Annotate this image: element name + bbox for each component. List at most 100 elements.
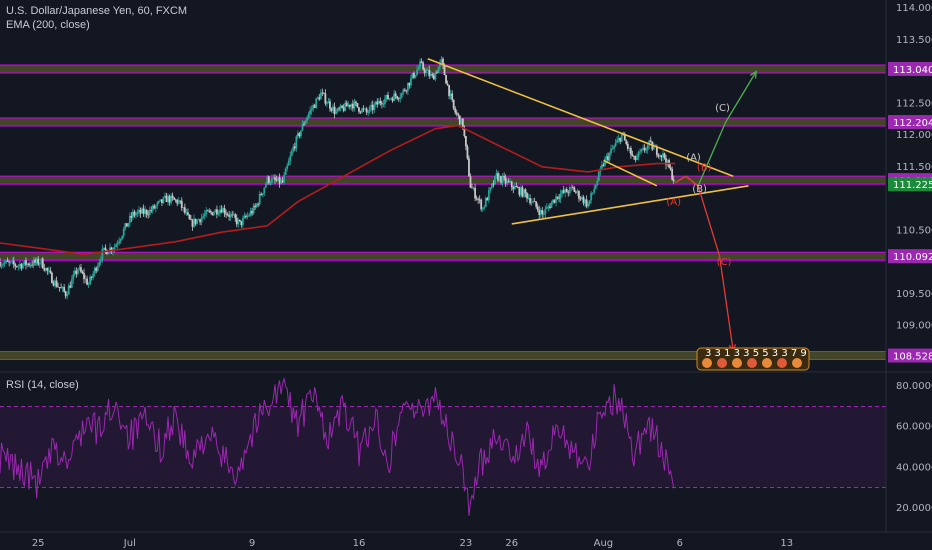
candle-body	[659, 155, 661, 157]
candle-body	[345, 102, 348, 107]
candle-body	[98, 261, 101, 266]
candle-body	[173, 197, 176, 200]
candle-body	[466, 146, 469, 159]
candle-body	[385, 94, 388, 99]
candle-body	[397, 98, 400, 100]
wave-label: (C)	[715, 103, 730, 114]
event-markers[interactable]: 3 3 1 3 3 5 5 3 3 7 9	[696, 347, 810, 371]
candle-body	[339, 105, 342, 110]
candle-body	[113, 246, 116, 250]
candle-body	[118, 241, 121, 244]
candle-body	[497, 173, 499, 181]
candle-body	[558, 197, 560, 199]
price-tick-label: 112.000	[896, 130, 932, 141]
candle-body	[568, 187, 571, 194]
candle-body	[483, 206, 486, 208]
candle-body	[31, 264, 33, 266]
candle-body	[590, 192, 593, 201]
candle-body	[387, 94, 389, 100]
wave-label: (A)	[686, 152, 701, 163]
candle-body	[348, 104, 351, 107]
candle-body	[296, 133, 299, 137]
candle-body	[576, 191, 579, 193]
time-tick-label: 26	[505, 538, 518, 549]
candle-body	[34, 259, 37, 263]
candle-body	[290, 151, 293, 156]
candle-body	[396, 96, 399, 99]
event-flag-icon	[732, 358, 742, 368]
symbol-legend[interactable]: U.S. Dollar/Japanese Yen, 60, FXCM EMA (…	[6, 4, 187, 32]
candle-body	[89, 276, 92, 285]
last-price-label: 111.225	[893, 180, 932, 191]
symbol-title[interactable]: U.S. Dollar/Japanese Yen, 60, FXCM	[6, 5, 187, 17]
candle-body	[22, 264, 24, 269]
candle-body	[494, 175, 496, 185]
candle-body	[104, 247, 107, 251]
ema-indicator-label[interactable]: EMA (200, close)	[6, 19, 90, 31]
candle-body	[344, 102, 347, 111]
candle-body	[289, 155, 292, 161]
candle-body	[138, 209, 140, 213]
candle-body	[190, 219, 192, 220]
candle-body	[70, 279, 73, 288]
candle-body	[25, 260, 27, 266]
rsi-tick-label: 20.0000	[896, 503, 932, 514]
candle-body	[379, 100, 382, 104]
candle-body	[541, 210, 544, 215]
ema-line	[0, 124, 676, 256]
candle-body	[454, 108, 457, 113]
candle-body	[500, 176, 502, 183]
rsi-indicator-label[interactable]: RSI (14, close)	[6, 379, 79, 391]
rsi-legend[interactable]: RSI (14, close)	[6, 378, 79, 392]
candle-body	[194, 218, 197, 224]
candle-body	[258, 194, 261, 205]
candle-body	[394, 93, 397, 97]
candle-body	[359, 111, 362, 113]
price-axis[interactable]: 114.000 113.500 112.500 112.000 111.500 110.5…	[888, 3, 932, 514]
candle-body	[336, 108, 339, 112]
candle-body	[93, 267, 96, 274]
time-axis[interactable]: 25 Jul 9 16 23 26 Aug 6 13	[32, 538, 793, 549]
candle-body	[249, 211, 252, 216]
candle-body	[106, 250, 108, 255]
candle-body	[60, 287, 63, 289]
candle-body	[280, 180, 282, 184]
candle-body	[350, 103, 353, 107]
candle-body	[26, 263, 29, 266]
candle-body	[468, 158, 470, 177]
rsi-tick-label: 80.0000	[896, 381, 932, 392]
candle-body	[90, 276, 93, 278]
price-tick-label: 112.500	[896, 98, 932, 109]
candle-body	[110, 247, 113, 252]
candle-body	[115, 244, 117, 247]
candle-body	[312, 105, 315, 110]
candle-body	[186, 212, 189, 215]
candle-body	[125, 223, 128, 227]
candle-body	[625, 140, 628, 145]
candle-body	[607, 156, 609, 161]
candle-body	[154, 205, 157, 209]
candle-body	[170, 195, 172, 203]
candle-body	[594, 185, 597, 189]
candle-body	[471, 187, 473, 189]
candle-body	[263, 187, 266, 194]
level-price-label: 113.040	[893, 65, 932, 76]
candle-body	[205, 210, 208, 215]
candle-body	[581, 196, 583, 200]
candle-body	[390, 98, 392, 100]
candle-body	[364, 108, 366, 110]
candle-body	[636, 156, 638, 160]
candle-body	[199, 219, 202, 223]
candle-body	[78, 267, 81, 270]
candle-body	[593, 188, 596, 193]
candle-body	[406, 82, 409, 91]
candle-body	[542, 214, 545, 215]
candle-body	[293, 146, 296, 149]
candle-body	[292, 146, 295, 152]
candle-body	[107, 252, 110, 255]
event-flag-icon	[702, 358, 712, 368]
candle-body	[533, 201, 536, 202]
candle-body	[124, 223, 127, 229]
candle-body	[188, 214, 191, 220]
candle-body	[657, 154, 660, 157]
